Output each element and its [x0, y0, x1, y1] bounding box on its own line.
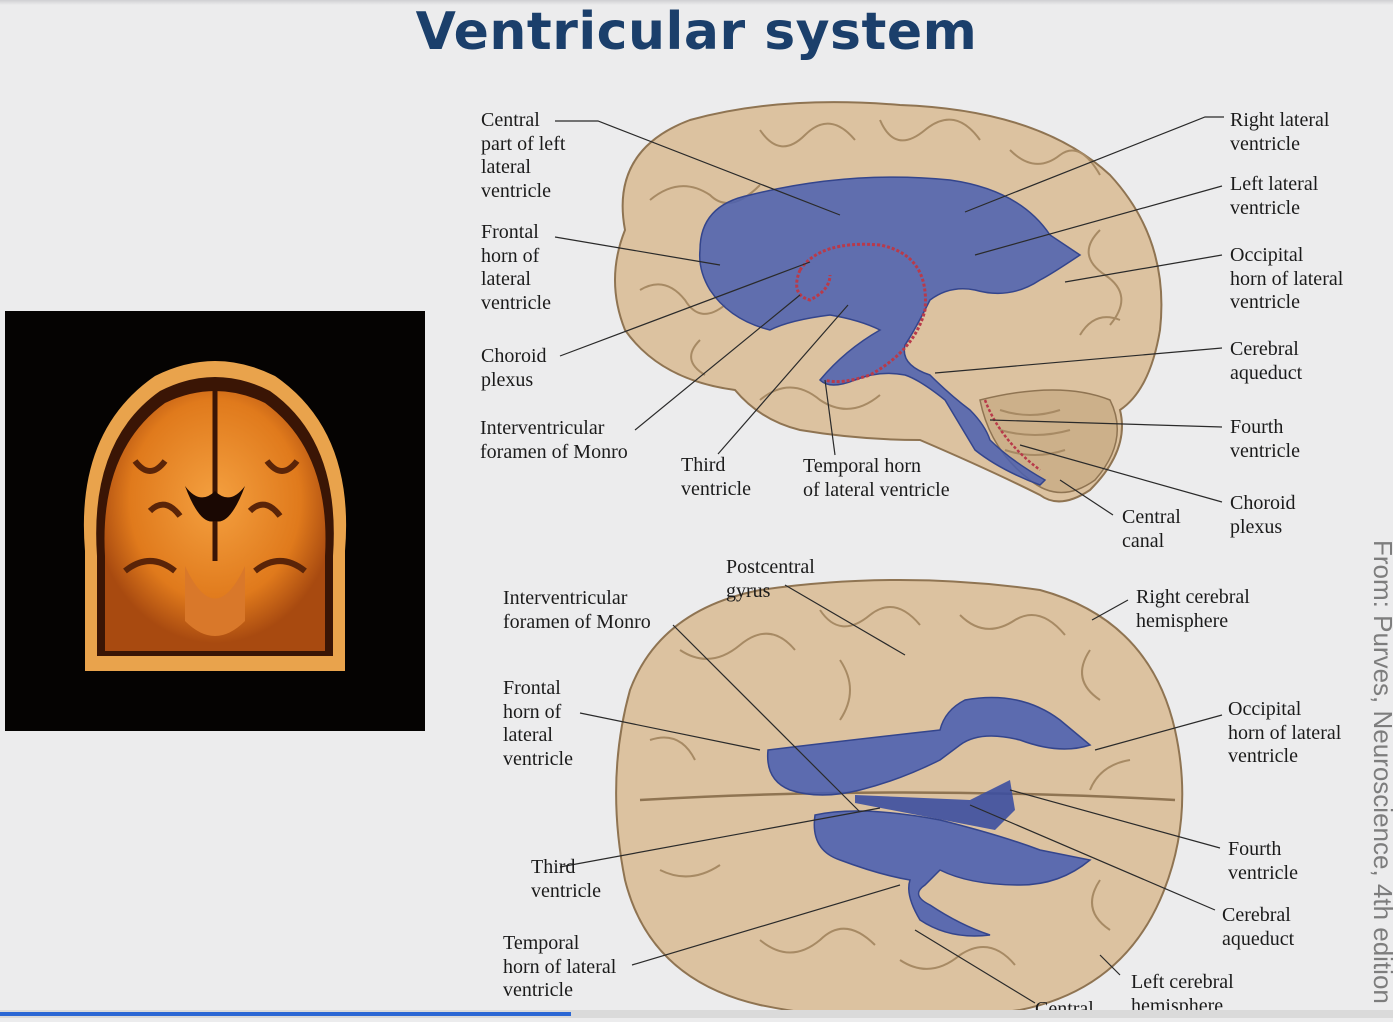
label-central-canal: Central canal	[1122, 506, 1181, 552]
dorsal-brain-illustration	[615, 579, 1184, 1018]
label-choroid-plexus-sagittal-left: Choroid plexus	[481, 345, 547, 391]
label-right-lateral-ventricle: Right lateral ventricle	[1230, 109, 1330, 155]
label-interventricular-foramen-dorsal: Interventricular foramen of Monro	[503, 587, 651, 633]
label-temporal-horn-dorsal: Temporal horn of lateral ventricle	[503, 932, 617, 1001]
label-occipital-horn-sagittal: Occipital horn of lateral ventricle	[1230, 244, 1344, 313]
label-postcentral-gyrus: Postcentral gyrus	[726, 556, 815, 602]
top-border	[0, 0, 1393, 5]
label-fourth-ventricle-sagittal: Fourth ventricle	[1230, 416, 1300, 462]
label-choroid-plexus-sagittal-right: Choroid plexus	[1230, 492, 1296, 538]
sagittal-brain-illustration	[614, 101, 1163, 503]
citation-vertical: From: Purves, Neuroscience, 4th edition	[1370, 540, 1393, 1004]
leader-lines	[554, 116, 1224, 1004]
label-cerebral-aqueduct-sagittal: Cerebral aqueduct	[1230, 338, 1303, 384]
slide-title: Ventricular system	[415, 2, 978, 62]
mri-brain-icon	[83, 361, 347, 671]
label-frontal-horn-dorsal: Frontal horn of lateral ventricle	[503, 677, 573, 770]
label-third-ventricle-sagittal: Third ventricle	[681, 454, 751, 500]
label-left-lateral-ventricle: Left lateral ventricle	[1230, 173, 1319, 219]
label-frontal-horn-sagittal: Frontal horn of lateral ventricle	[481, 221, 551, 314]
slide-progress-bar[interactable]	[0, 1010, 1393, 1018]
label-central-part-left-lateral-ventricle: Central part of left lateral ventricle	[481, 109, 566, 202]
label-temporal-horn-sagittal: Temporal horn of lateral ventricle	[803, 455, 950, 501]
mri-coronal-image	[5, 311, 425, 731]
label-interventricular-foramen-sagittal: Interventricular foramen of Monro	[480, 417, 628, 463]
label-third-ventricle-dorsal: Third ventricle	[531, 856, 601, 902]
slide-progress-fill	[0, 1012, 572, 1016]
label-right-cerebral-hemisphere: Right cerebral hemisphere	[1136, 586, 1250, 632]
label-cerebral-aqueduct-dorsal: Cerebral aqueduct	[1222, 904, 1295, 950]
label-fourth-ventricle-dorsal: Fourth ventricle	[1228, 838, 1298, 884]
label-occipital-horn-dorsal: Occipital horn of lateral ventricle	[1228, 698, 1342, 767]
